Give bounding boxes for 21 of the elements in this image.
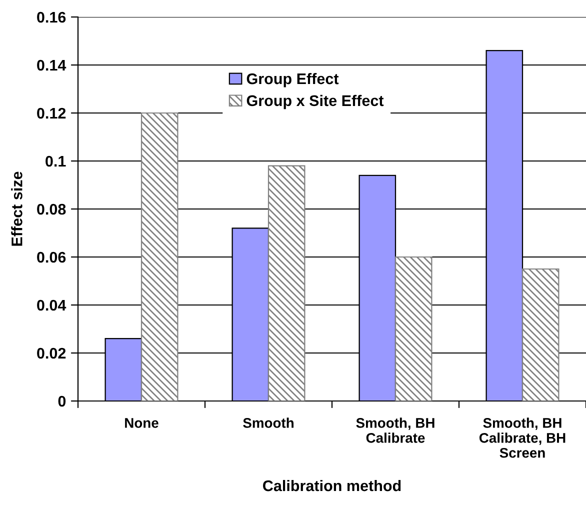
y-tick-label: 0.06 — [37, 252, 66, 263]
legend-label: Group x Site Effect — [246, 94, 384, 110]
x-tick-label: Smooth — [243, 418, 294, 428]
bar — [522, 268, 560, 401]
y-tick-label: 0.14 — [37, 60, 66, 71]
y-tick-label: 0.16 — [37, 12, 66, 23]
y-tick-label: 0.04 — [37, 300, 66, 311]
x-tick-label: None — [125, 418, 158, 428]
x-tick-label: Smooth, BH Calibrate, BH Screen — [479, 418, 566, 458]
y-tick-label: 0 — [58, 396, 66, 407]
bar — [268, 165, 306, 401]
y-tick-label: 0.12 — [37, 108, 66, 119]
y-tick-label: 0.1 — [46, 156, 66, 167]
bar — [394, 256, 432, 401]
y-tick-label: 0.02 — [37, 348, 66, 359]
x-tick-label: Smooth, BH Calibrate — [356, 418, 434, 443]
bar — [140, 112, 178, 401]
y-axis-title: Effect size — [11, 172, 22, 246]
x-axis-title: Calibration method — [263, 480, 401, 492]
legend-label: Group Effect — [246, 72, 339, 88]
y-tick-label: 0.08 — [37, 204, 66, 215]
